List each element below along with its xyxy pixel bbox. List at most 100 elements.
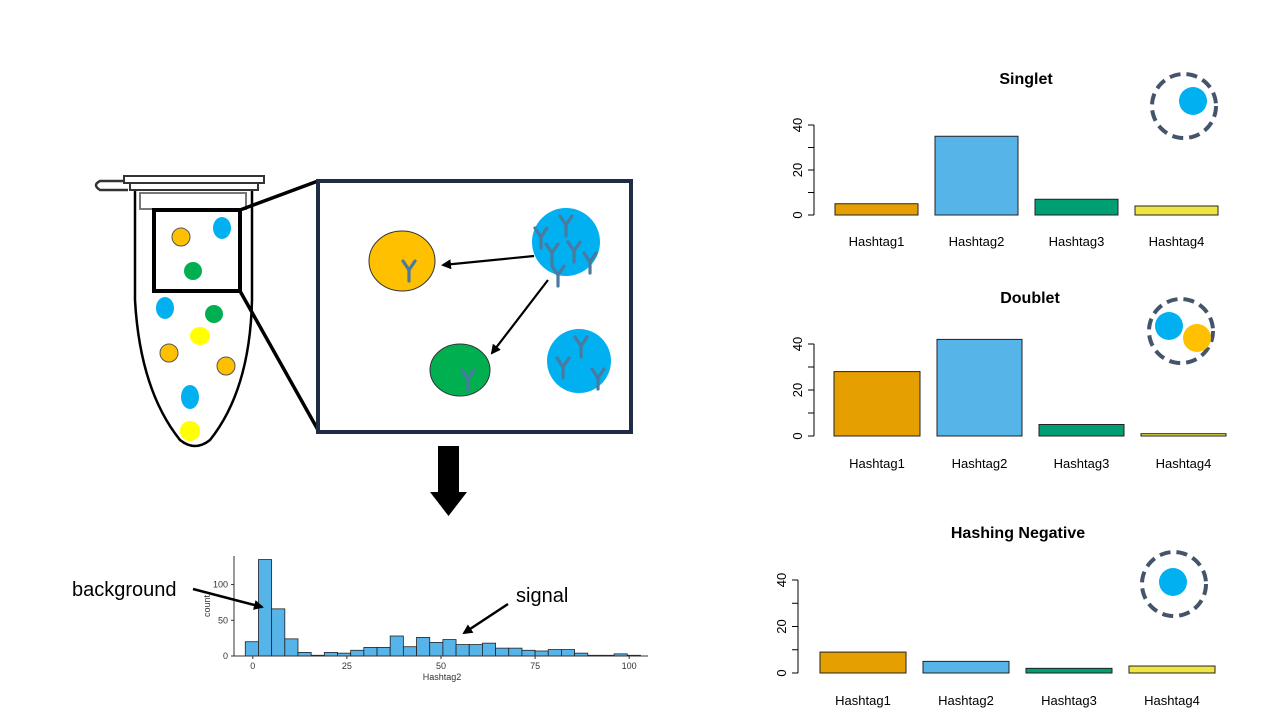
tube-icon: [94, 175, 265, 448]
histogram-x-tick-label: 100: [622, 661, 637, 671]
histogram-bar: [284, 638, 299, 657]
negative-y-tick-label: 0: [774, 669, 789, 676]
histogram-x-tick-label: 0: [250, 661, 255, 671]
tube-cell: [181, 385, 199, 409]
tube-cell: [156, 297, 174, 319]
tube-cell: [180, 421, 200, 441]
histogram-bar: [416, 637, 431, 657]
singlet-bar: [1034, 198, 1119, 216]
histogram-y-label: count: [202, 594, 212, 617]
histogram-bars: [244, 559, 641, 657]
zoom-selection: [152, 208, 242, 293]
histogram-bar: [429, 642, 444, 657]
histogram-x-label: Hashtag2: [423, 672, 462, 682]
doublet-bar: [936, 338, 1023, 437]
doublet-category-label: Hashtag3: [1054, 456, 1110, 471]
singlet-y-tick-label: 0: [790, 211, 805, 218]
doublet-y-tick-label: 0: [790, 432, 805, 439]
histogram-bar: [561, 649, 576, 657]
histogram-bar: [508, 647, 523, 657]
doublet-category-label: Hashtag1: [849, 456, 905, 471]
bar-charts: Singlet 0 20 40 Hashtag1 Hashtag2 Hashtag3 Hash…: [774, 71, 1227, 708]
negative-y-tick-label: 20: [774, 619, 789, 633]
singlet-bar: [1134, 205, 1219, 216]
histogram-bar: [244, 641, 259, 657]
histogram-bar: [389, 635, 404, 657]
green-cell: [429, 343, 491, 397]
negative-bar: [1128, 665, 1216, 674]
singlet-title: Singlet: [999, 71, 1053, 88]
negative-y-tick-label: 40: [774, 573, 789, 587]
histogram-x-tick-label: 25: [342, 661, 352, 671]
zoom-line: [238, 290, 320, 431]
singlet-bar: [934, 135, 1019, 216]
singlet-category-label: Hashtag1: [849, 234, 905, 249]
doublet-bar: [1140, 433, 1227, 437]
negative-bar: [922, 660, 1010, 674]
singlet-bar: [834, 203, 919, 216]
doublet-bar-chart: Doublet 0 20 40 Hashtag1 Hashtag2 Hashtag3 Hash…: [790, 290, 1227, 471]
histogram-bar: [521, 649, 536, 657]
histogram-bar: [363, 647, 378, 657]
transfer-arrow: [441, 254, 535, 270]
singlet-category-label: Hashtag3: [1049, 234, 1105, 249]
tube-cell: [159, 343, 179, 363]
histogram-bar: [481, 642, 496, 657]
doublet-y-tick-label: 40: [790, 337, 805, 351]
doublet-category-label: Hashtag2: [952, 456, 1008, 471]
negative-bar: [819, 651, 907, 674]
histogram-y-tick-label: 50: [218, 615, 228, 625]
histogram-bar: [402, 646, 417, 657]
cell-ring-icon: [1140, 550, 1208, 618]
histogram-y-tick-label: 0: [223, 651, 228, 661]
doublet-y-tick-label: 20: [790, 383, 805, 397]
histogram-y-tick-label: 100: [213, 580, 228, 590]
histogram-bar: [534, 650, 549, 657]
histogram-x-tick-label: 50: [436, 661, 446, 671]
singlet-bar-chart: Singlet 0 20 40 Hashtag1 Hashtag2 Hashtag3 Hash…: [790, 71, 1219, 249]
negative-title: Hashing Negative: [951, 525, 1085, 542]
histogram-bar: [350, 649, 365, 657]
doublet-category-label: Hashtag4: [1156, 456, 1212, 471]
singlet-y-tick-label: 40: [790, 118, 805, 132]
singlet-y-tick-label: 20: [790, 163, 805, 177]
histogram-bar: [297, 652, 312, 657]
tube-cell: [171, 227, 191, 247]
zoom-line: [239, 179, 319, 212]
histogram-bar: [442, 639, 457, 657]
negative-bar-chart: Hashing Negative 0 20 40 Hashtag1 Hashtag2 Has…: [774, 525, 1216, 708]
transfer-arrow: [490, 279, 549, 355]
negative-category-label: Hashtag2: [938, 693, 994, 708]
negative-bar: [1025, 667, 1113, 674]
histogram-bar: [455, 644, 470, 657]
blue-cell: [532, 208, 600, 276]
histogram-bar: [376, 647, 391, 657]
cell-ring-icon: [1150, 72, 1218, 140]
tube-cell: [213, 217, 231, 239]
histogram-bar: [323, 652, 338, 657]
tube-cell: [205, 305, 223, 323]
histogram-x-tick-label: 75: [530, 661, 540, 671]
blue-cell: [547, 329, 611, 393]
singlet-category-label: Hashtag4: [1149, 234, 1205, 249]
tube-cell: [184, 262, 202, 280]
singlet-category-label: Hashtag2: [949, 234, 1005, 249]
signal-arrow: [462, 602, 509, 635]
tube-cell: [216, 356, 236, 376]
negative-category-label: Hashtag4: [1144, 693, 1200, 708]
histogram-bar: [271, 608, 286, 657]
background-arrow: [192, 587, 264, 610]
cell-ring-icon: [1147, 297, 1215, 365]
doublet-title: Doublet: [1000, 290, 1060, 307]
histogram-bar: [495, 647, 510, 657]
background-annotation: background: [72, 579, 177, 601]
zoom-box: [316, 179, 633, 434]
down-arrow-icon: [430, 446, 467, 516]
doublet-bar: [833, 371, 921, 437]
signal-annotation: signal: [516, 585, 568, 607]
tube-cell: [190, 327, 210, 345]
histogram-bar: [468, 644, 483, 657]
doublet-bar: [1038, 424, 1125, 437]
histogram-chart: 0 25 50 75 100 0 50 100 Hashtag2 count: [202, 556, 648, 682]
